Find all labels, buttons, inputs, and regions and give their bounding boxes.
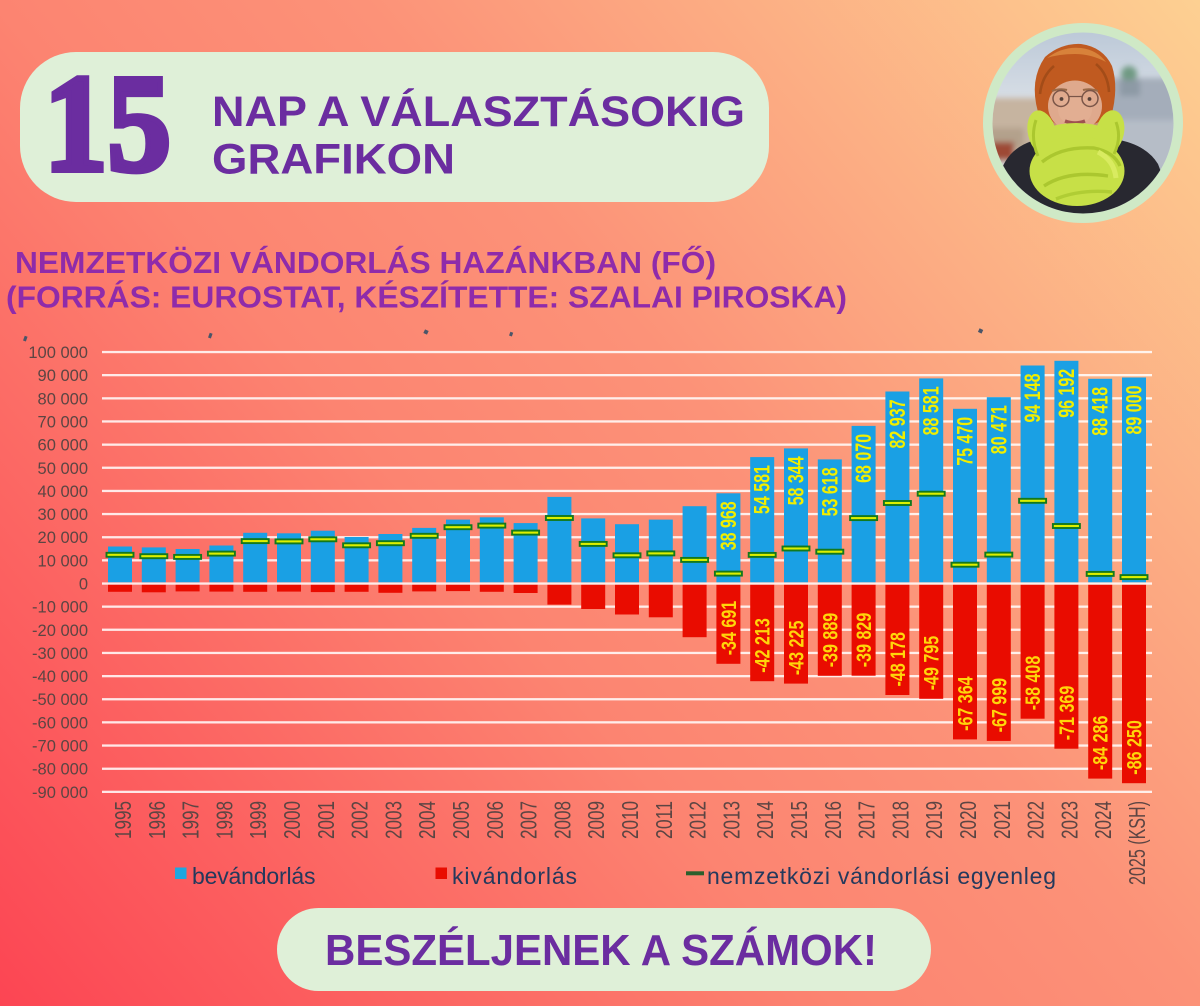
svg-text:50 000: 50 000: [38, 460, 88, 478]
svg-text:58 344: 58 344: [784, 456, 809, 506]
svg-text:60 000: 60 000: [38, 437, 88, 455]
svg-text:2017: 2017: [854, 801, 880, 839]
svg-text:-39 829: -39 829: [853, 613, 876, 668]
svg-text:90 000: 90 000: [38, 367, 88, 385]
svg-text:2006: 2006: [482, 801, 508, 839]
svg-text:nemzetközi vándorlási egyenleg: nemzetközi vándorlási egyenleg: [707, 863, 1056, 889]
svg-text:2010: 2010: [617, 801, 643, 839]
svg-text:96 192: 96 192: [1054, 369, 1079, 418]
svg-text:-39 889: -39 889: [819, 613, 842, 668]
svg-text:-71 369: -71 369: [1056, 686, 1079, 741]
svg-text:2000: 2000: [279, 801, 305, 839]
svg-text:2025 (KSH): 2025 (KSH): [1124, 801, 1150, 885]
svg-text:30 000: 30 000: [38, 506, 88, 524]
svg-text:-67 364: -67 364: [955, 676, 978, 731]
svg-text:NEMZETKÖZI VÁNDORLÁS HAZÁNKBAN: NEMZETKÖZI VÁNDORLÁS HAZÁNKBAN (FŐ): [15, 244, 716, 280]
svg-text:-80 000: -80 000: [32, 761, 88, 779]
svg-text:94 148: 94 148: [1020, 374, 1045, 423]
svg-text:-49 795: -49 795: [921, 636, 944, 691]
svg-text:2001: 2001: [313, 801, 339, 839]
svg-text:2008: 2008: [549, 801, 575, 839]
svg-text:-10 000: -10 000: [32, 599, 88, 617]
svg-text:89 000: 89 000: [1122, 386, 1147, 435]
svg-text:2005: 2005: [448, 801, 474, 839]
svg-text:88 581: 88 581: [919, 386, 944, 435]
svg-text:kivándorlás: kivándorlás: [452, 863, 577, 889]
svg-text:1999: 1999: [245, 801, 271, 839]
svg-text:40 000: 40 000: [38, 483, 88, 501]
svg-text:82 937: 82 937: [885, 400, 910, 449]
svg-text:-60 000: -60 000: [32, 714, 88, 732]
svg-text:2009: 2009: [583, 801, 609, 839]
svg-text:2011: 2011: [651, 801, 677, 839]
svg-text:bevándorlás: bevándorlás: [192, 863, 316, 889]
svg-text:2020: 2020: [955, 801, 981, 839]
svg-text:2003: 2003: [380, 801, 406, 839]
svg-text:2012: 2012: [685, 801, 711, 839]
svg-text:2023: 2023: [1056, 801, 1082, 839]
svg-text:10 000: 10 000: [38, 552, 88, 570]
svg-text:-50 000: -50 000: [32, 691, 88, 709]
svg-text:2018: 2018: [887, 801, 913, 839]
svg-text:-70 000: -70 000: [32, 738, 88, 756]
svg-text:-30 000: -30 000: [32, 645, 88, 663]
svg-text:38 968: 38 968: [716, 501, 741, 550]
svg-text:20 000: 20 000: [38, 529, 88, 547]
svg-text:54 581: 54 581: [750, 465, 775, 514]
svg-text:-86 250: -86 250: [1124, 720, 1147, 775]
svg-text:2016: 2016: [820, 801, 846, 839]
svg-text:2019: 2019: [921, 801, 947, 839]
svg-text:-84 286: -84 286: [1090, 716, 1113, 771]
svg-text:-67 999: -67 999: [988, 678, 1011, 733]
svg-text:1998: 1998: [211, 801, 237, 839]
svg-text:70 000: 70 000: [38, 414, 88, 432]
svg-text:80 471: 80 471: [986, 405, 1011, 454]
svg-text:-40 000: -40 000: [32, 668, 88, 686]
svg-text:1996: 1996: [144, 801, 170, 839]
svg-text:-58 408: -58 408: [1022, 655, 1045, 710]
svg-text:2002: 2002: [347, 801, 373, 839]
svg-text:GRAFIKON: GRAFIKON: [212, 136, 455, 184]
svg-text:NAP A VÁLASZTÁSOKIG: NAP A VÁLASZTÁSOKIG: [212, 88, 745, 136]
svg-text:2022: 2022: [1023, 801, 1049, 839]
svg-text:88 418: 88 418: [1088, 387, 1113, 436]
svg-text:68 070: 68 070: [851, 434, 876, 483]
svg-text:75 470: 75 470: [953, 417, 978, 466]
svg-text:2014: 2014: [752, 801, 778, 839]
svg-text:2024: 2024: [1090, 801, 1116, 839]
svg-text:80 000: 80 000: [38, 390, 88, 408]
svg-text:-90 000: -90 000: [32, 784, 88, 802]
svg-text:(FORRÁS: EUROSTAT, KÉSZÍTETTE:: (FORRÁS: EUROSTAT, KÉSZÍTETTE: SZALAI PI…: [6, 280, 847, 315]
svg-text:0: 0: [79, 576, 88, 594]
svg-text:1997: 1997: [178, 801, 204, 839]
svg-text:-43 225: -43 225: [786, 620, 809, 675]
svg-text:15: 15: [44, 47, 171, 201]
svg-text:BESZÉLJENEK A SZÁMOK!: BESZÉLJENEK A SZÁMOK!: [325, 925, 877, 975]
svg-text:100 000: 100 000: [28, 344, 88, 362]
svg-text:2015: 2015: [786, 801, 812, 839]
svg-text:-48 178: -48 178: [887, 632, 910, 687]
svg-text:-42 213: -42 213: [752, 618, 775, 673]
svg-text:53 618: 53 618: [817, 467, 842, 516]
svg-text:2013: 2013: [718, 801, 744, 839]
svg-text:1995: 1995: [110, 801, 136, 839]
svg-text:2004: 2004: [414, 801, 440, 839]
svg-text:-34 691: -34 691: [718, 601, 741, 656]
svg-text:-20 000: -20 000: [32, 622, 88, 640]
svg-text:2021: 2021: [989, 801, 1015, 839]
svg-text:2007: 2007: [516, 801, 542, 839]
